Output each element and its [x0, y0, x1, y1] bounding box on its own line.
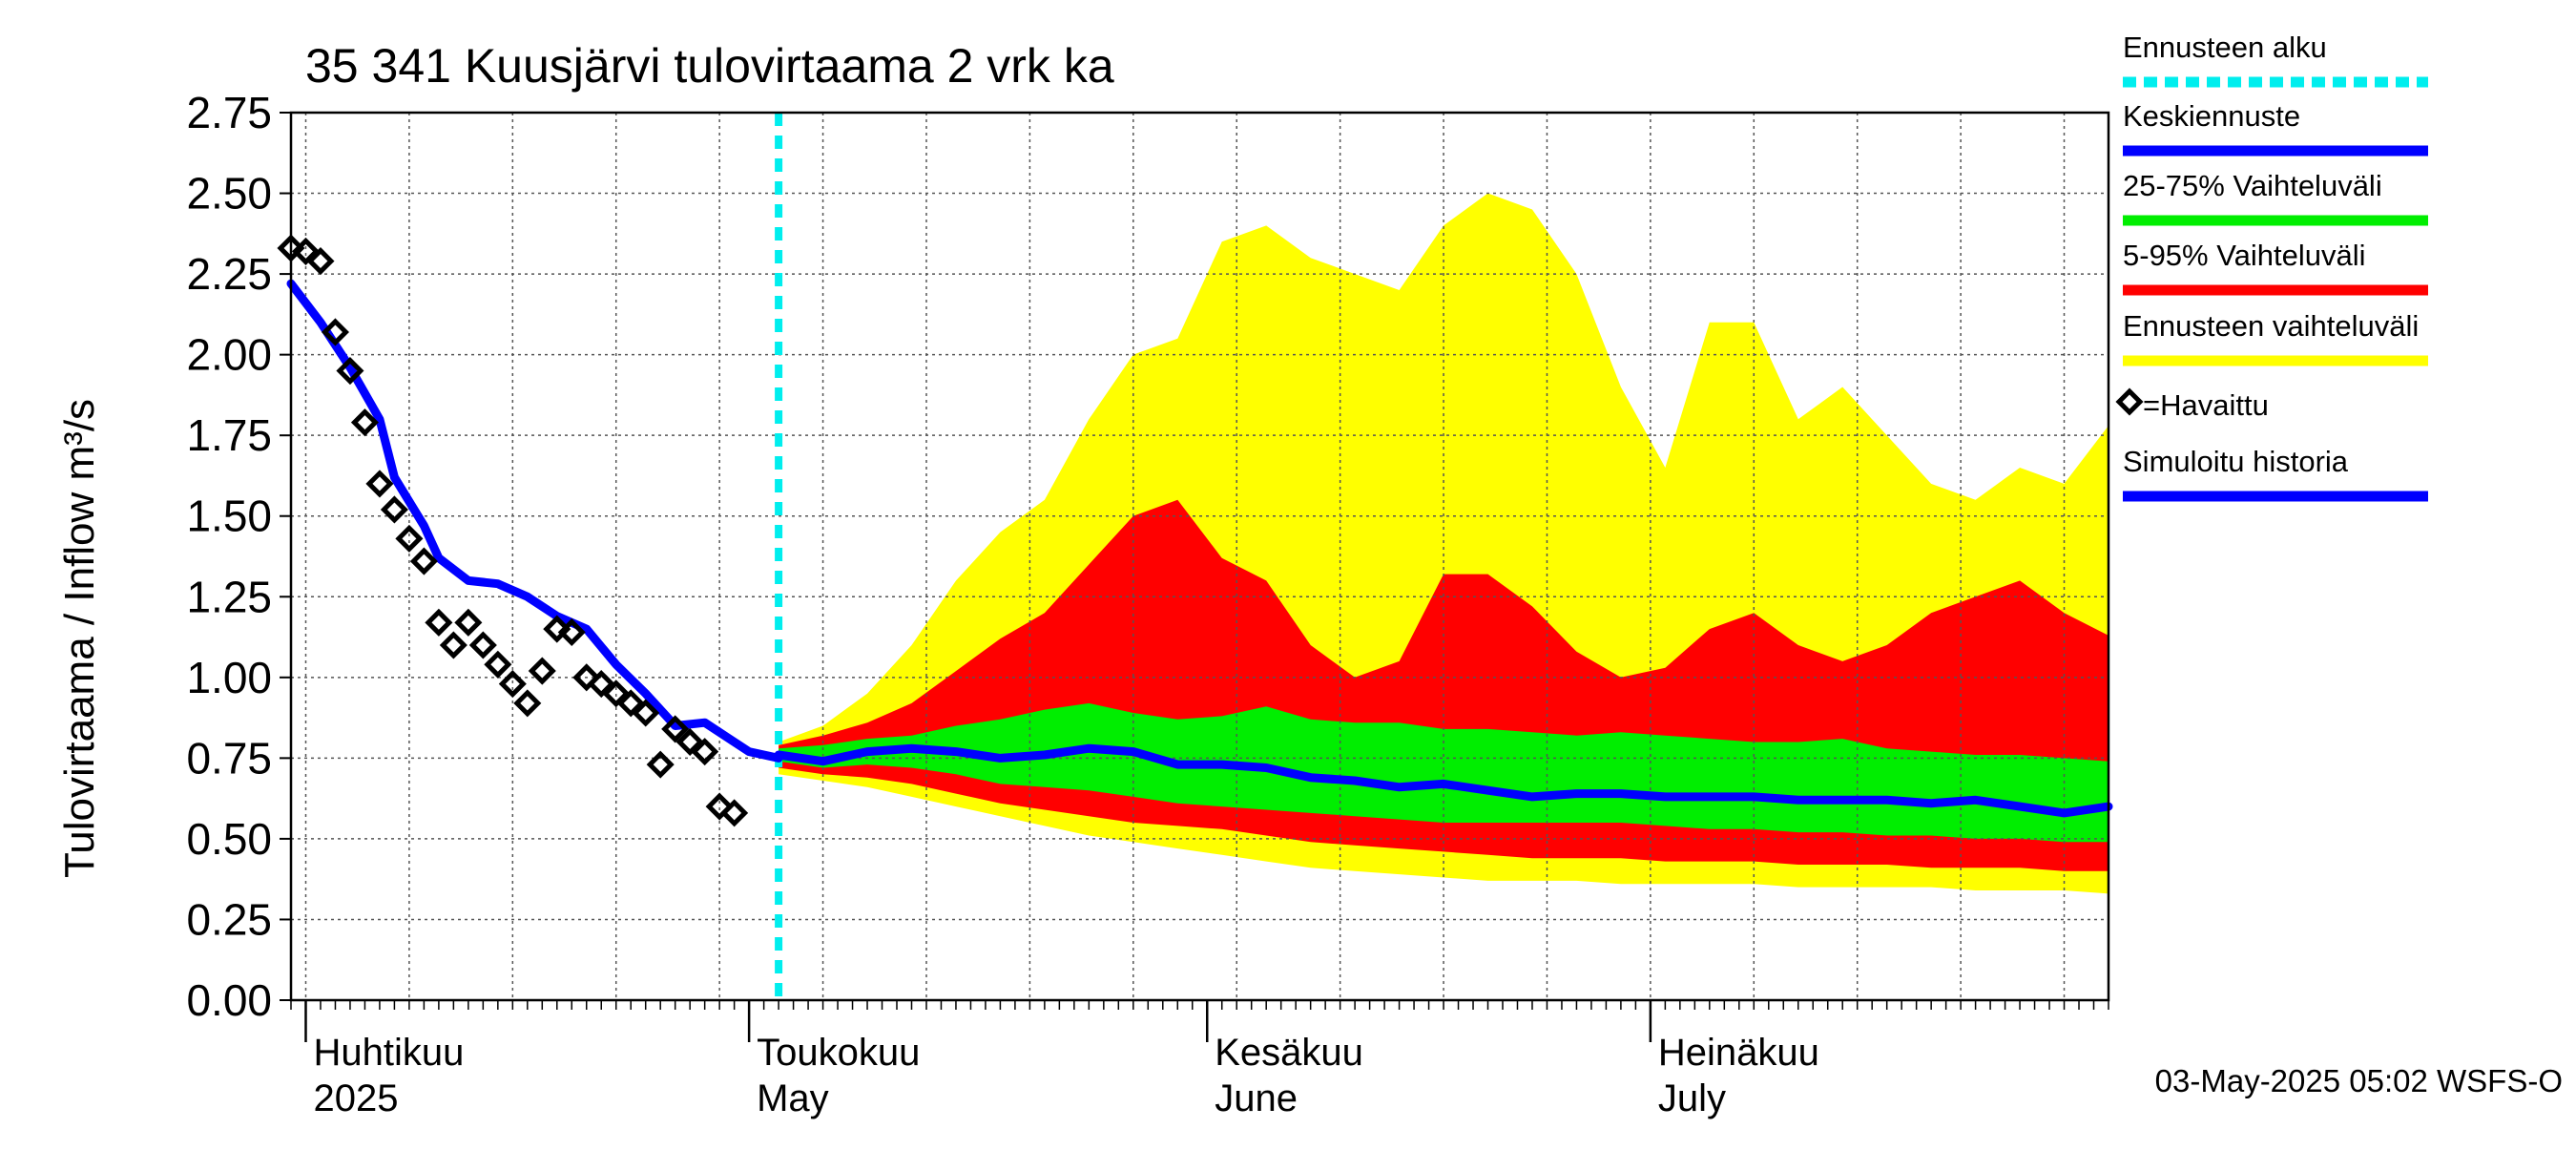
legend-label: Ennusteen alku	[2123, 31, 2327, 64]
observed-point	[306, 247, 335, 276]
observed-point	[336, 357, 364, 386]
y-tick-label: 0.50	[186, 814, 272, 864]
x-month-label-en: May	[757, 1077, 829, 1119]
axes: 0.00 0.25 0.50 0.75 1.00 1.25 1.50 1.75 2.00 2.25…	[186, 88, 2110, 1119]
observed-point	[616, 689, 645, 718]
plot-frame	[289, 111, 2110, 1002]
observed-point	[632, 699, 660, 727]
x-month-label-en: 2025	[313, 1077, 398, 1119]
observed-point	[528, 657, 556, 685]
legend-label: 5-95% Vaihteluväli	[2123, 239, 2365, 272]
x-month-label-fi: Huhtikuu	[313, 1032, 464, 1074]
y-tick-label: 2.00	[186, 330, 272, 380]
legend-label: =Havaittu	[2143, 388, 2269, 422]
footer-timestamp: 03-May-2025 05:02 WSFS-O	[2155, 1063, 2563, 1098]
x-month-label-en: June	[1215, 1077, 1298, 1119]
observed-point	[587, 670, 615, 699]
observed-point	[661, 715, 690, 743]
observed-point	[454, 608, 483, 637]
x-month-label-fi: Kesäkuu	[1215, 1032, 1363, 1074]
y-axis-label: Tulovirtaama / Inflow m³/s	[56, 399, 103, 878]
x-month-label-fi: Toukokuu	[757, 1032, 920, 1074]
y-tick-label: 2.25	[186, 249, 272, 299]
legend-marker-observed	[2115, 387, 2144, 416]
observed-point	[291, 237, 321, 265]
y-tick-label: 1.00	[186, 653, 272, 702]
observed-point	[468, 631, 497, 659]
y-tick-label: 1.25	[186, 572, 272, 621]
forecast-bands	[779, 193, 2109, 894]
observed-point	[646, 750, 675, 779]
y-tick-label: 0.25	[186, 894, 272, 944]
observed-point	[705, 792, 734, 821]
x-month-label-en: July	[1658, 1077, 1726, 1119]
legend: Ennusteen alku Keskiennuste 25-75% Vaihtel…	[2115, 31, 2428, 502]
legend-label: 25-75% Vaihteluväli	[2123, 169, 2382, 202]
observed-point	[350, 408, 379, 437]
observed-point	[395, 524, 424, 553]
observed-point	[557, 617, 586, 647]
observed-point	[720, 799, 749, 827]
x-month-label-fi: Heinäkuu	[1658, 1032, 1819, 1074]
legend-label: Ennusteen vaihteluväli	[2123, 309, 2419, 343]
observed-point	[602, 680, 631, 708]
observed-points	[277, 234, 749, 827]
y-tick-label: 0.00	[186, 975, 272, 1025]
y-tick-label: 1.50	[186, 491, 272, 541]
chart-title: 35 341 Kuusjärvi tulovirtaama 2 vrk ka	[305, 39, 1114, 93]
observed-point	[321, 318, 349, 346]
observed-point	[439, 631, 467, 659]
observed-point	[572, 663, 601, 692]
observed-point	[484, 650, 512, 679]
band-25-75-vaihteluv-li	[779, 702, 2109, 843]
observed-point	[425, 608, 453, 637]
observed-point	[380, 495, 408, 524]
y-tick-label: 1.75	[186, 410, 272, 460]
observed-point	[543, 615, 571, 643]
observed-point	[513, 689, 542, 718]
observed-point	[691, 738, 719, 766]
legend-label: Keskiennuste	[2123, 99, 2300, 133]
line-mean-forecast	[774, 743, 2113, 818]
observed-point	[498, 670, 527, 699]
y-tick-label: 2.75	[186, 88, 272, 137]
observed-point	[409, 547, 438, 575]
y-tick-label: 2.50	[186, 169, 272, 219]
observed-point	[365, 470, 394, 498]
y-tick-label: 0.75	[186, 733, 272, 783]
legend-label: Simuloitu historia	[2123, 445, 2349, 478]
observed-point	[675, 727, 704, 756]
